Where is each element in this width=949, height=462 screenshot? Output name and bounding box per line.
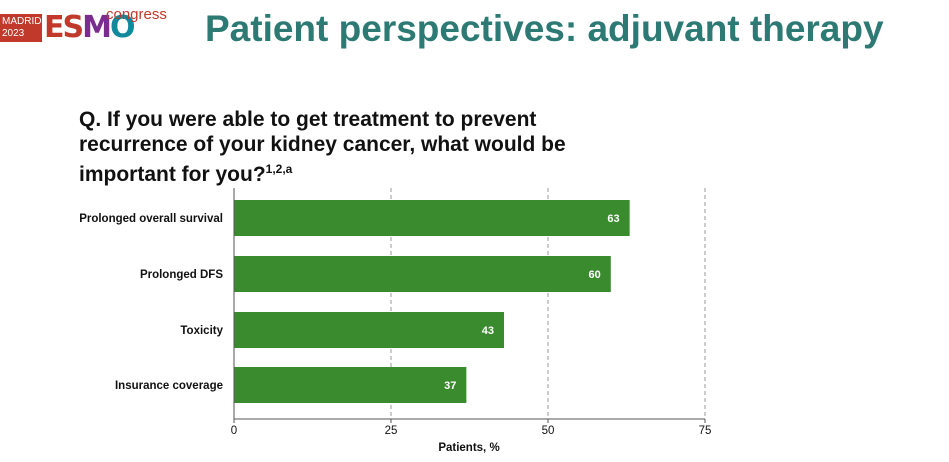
chart-bars: 63 60 43 37 [234,200,630,403]
x-tick-label-0: 0 [231,425,237,437]
logo-letter-o: O [109,10,135,45]
data-label-3: 37 [444,380,456,392]
category-label-1: Prolonged DFS [140,269,223,281]
logo-congress: congress [106,6,167,23]
data-label-0: 63 [607,213,619,225]
survey-question: Q. If you were able to get treatment to … [79,107,639,187]
bar-3 [234,367,467,403]
bar-2 [234,312,505,348]
x-axis-label: Patients, % [438,442,499,454]
slide-title: Patient perspectives: adjuvant therapy [205,8,884,49]
x-tick-label-75: 75 [699,425,712,437]
logo-year: 2023 [2,28,25,39]
logo-brand: ESMO [44,10,135,45]
logo-letter-s: S [62,10,85,45]
category-label-2: Toxicity [180,325,223,337]
logo-location: MADRID 2023 [0,14,42,42]
esmo-logo: MADRID 2023 ESMO congress [0,6,170,46]
bar-1 [234,256,611,292]
logo-letter-e: E [44,10,64,45]
question-superscript: 1,2,a [265,162,293,176]
chart-category-labels: Prolonged overall survival Prolonged DFS T… [79,213,223,392]
question-text: Q. If you were able to get treatment to … [79,108,566,186]
bar-0 [234,200,630,236]
x-tick-label-25: 25 [385,425,398,437]
category-label-3: Insurance coverage [115,380,223,392]
category-label-0: Prolonged overall survival [79,213,223,225]
chart-x-axis: 0 25 50 75 [231,188,712,437]
logo-letter-m: M [82,10,112,45]
data-label-2: 43 [482,325,494,337]
logo-city: MADRID [2,16,42,27]
x-tick-label-50: 50 [542,425,555,437]
data-label-1: 60 [589,269,601,281]
